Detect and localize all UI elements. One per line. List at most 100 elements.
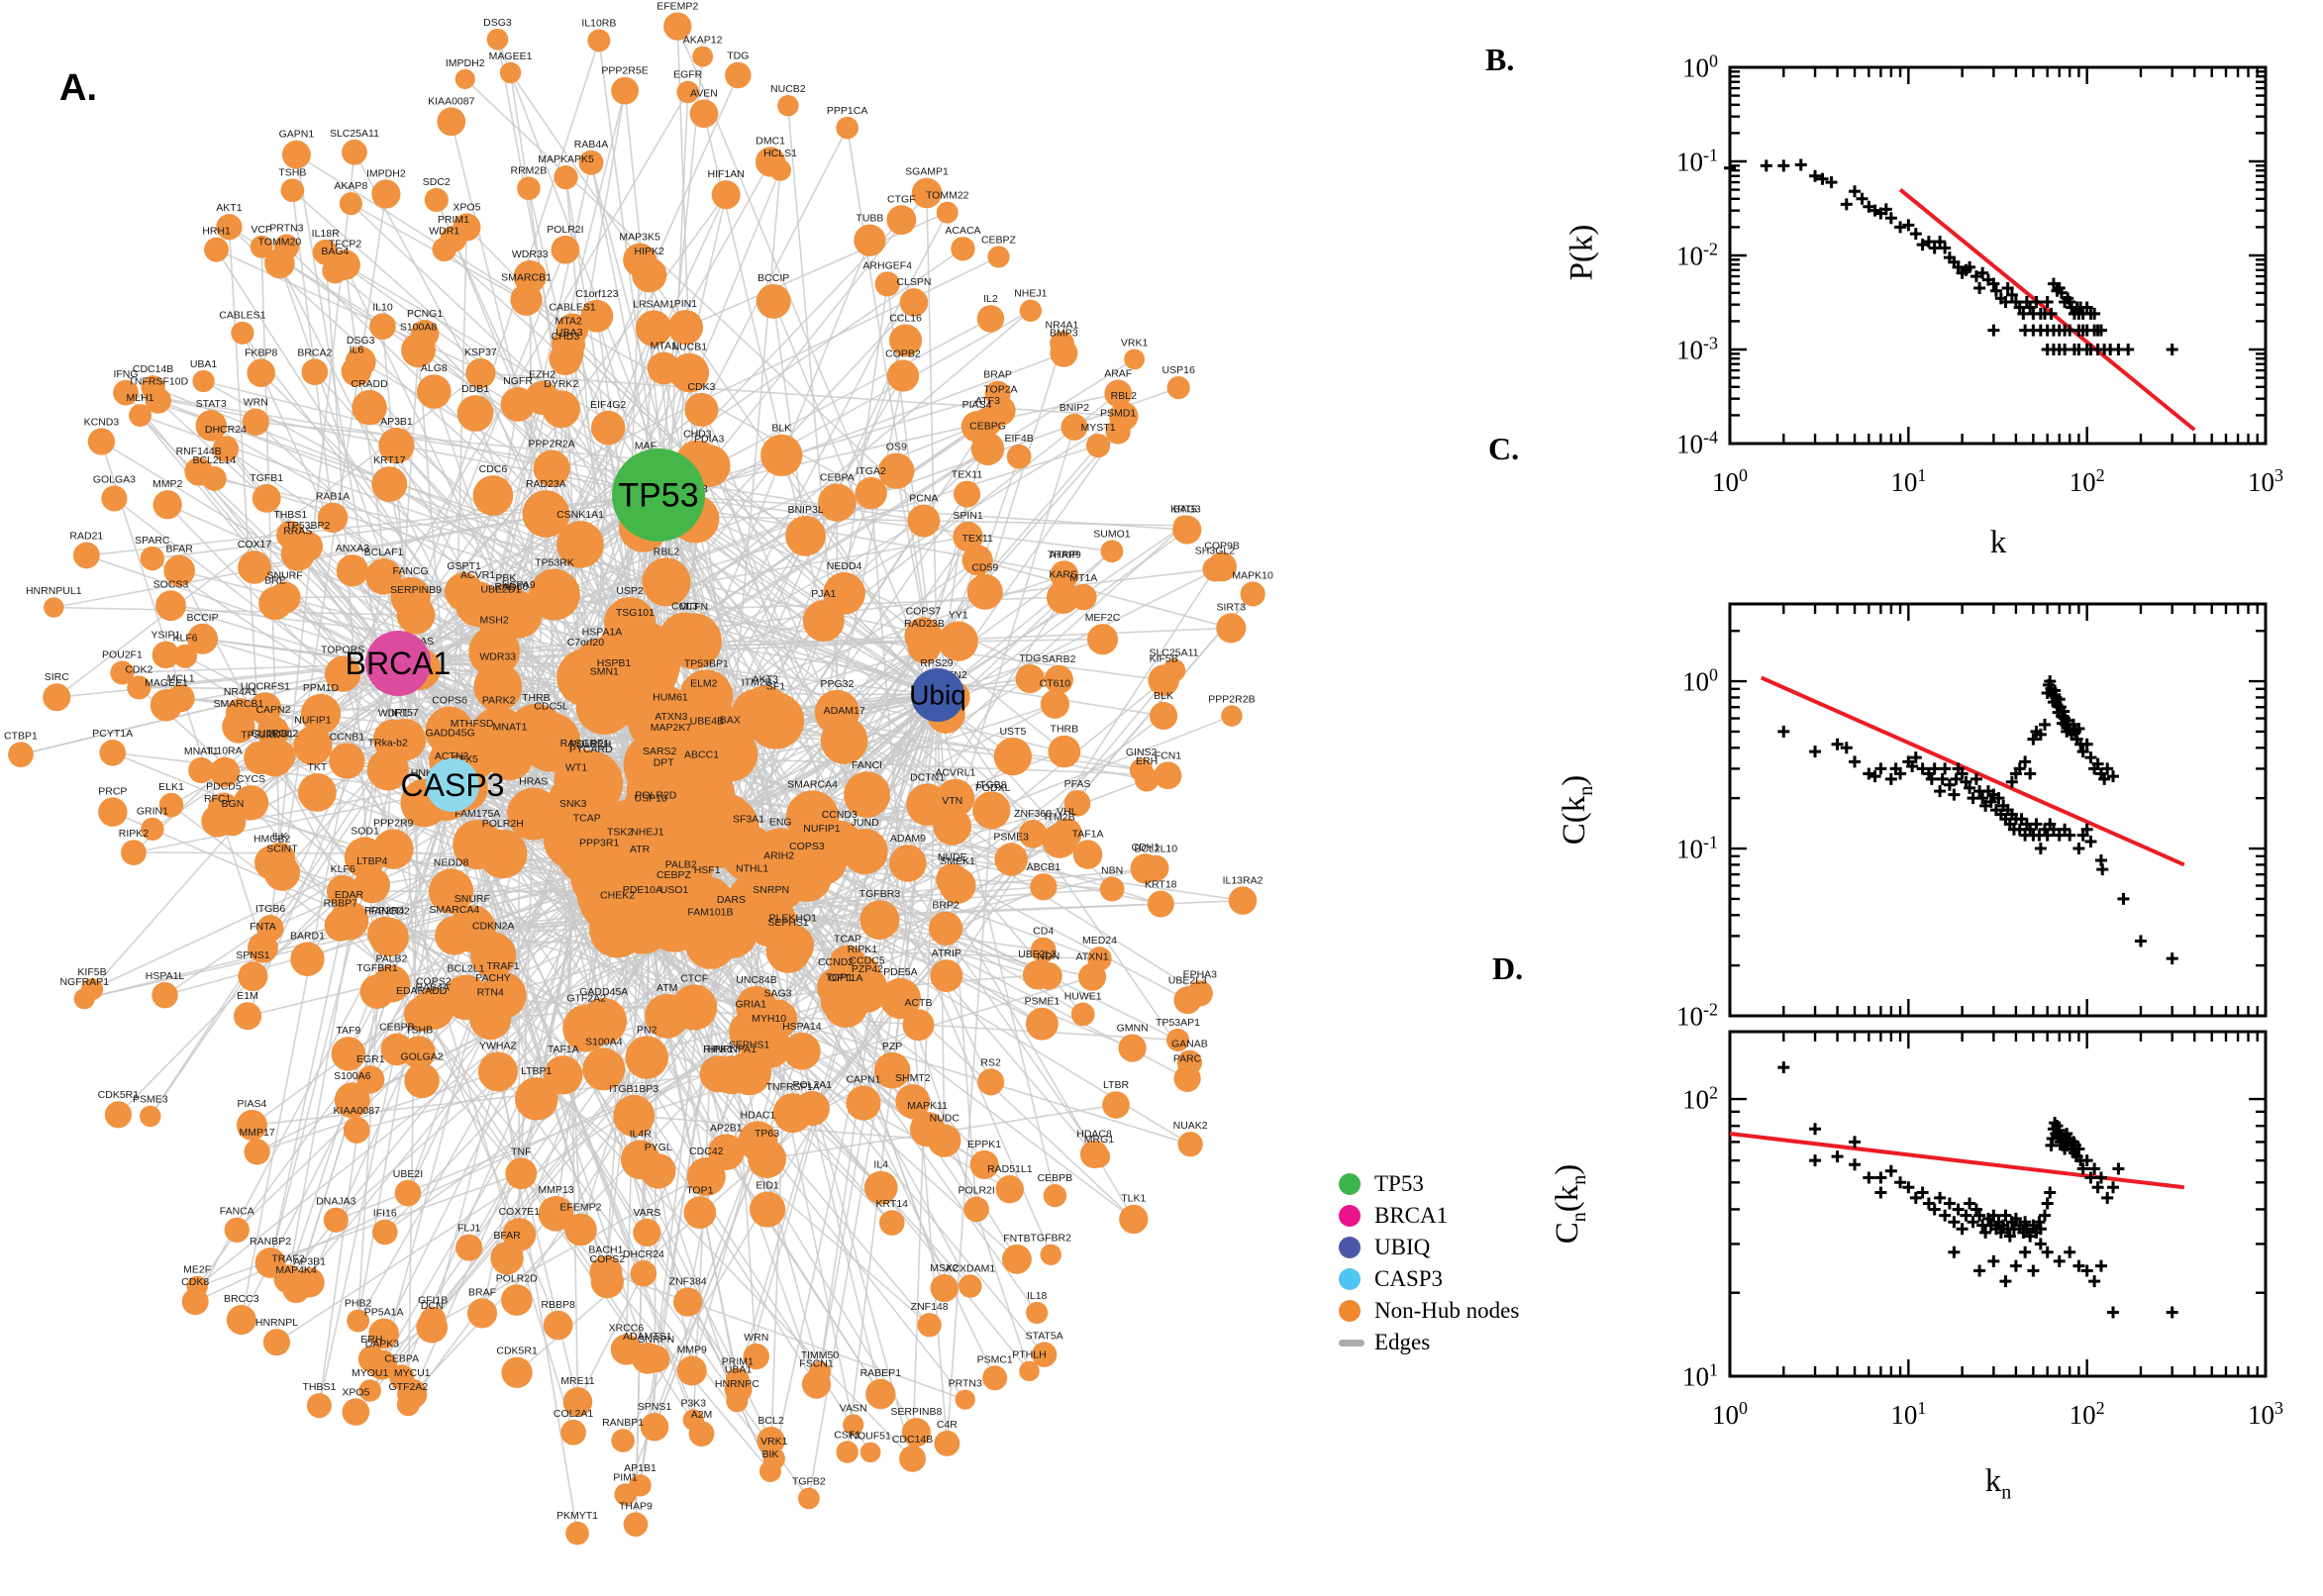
node-label: MAF — [635, 440, 656, 451]
node-label: CCL16 — [889, 312, 922, 324]
node-label: SMARCB1 — [214, 698, 264, 710]
non-hub-node — [904, 617, 943, 655]
non-hub-node — [404, 1062, 440, 1099]
node-label: DHCR24 — [205, 424, 247, 436]
node-label: GRIA1 — [735, 998, 766, 1010]
node-label: MEF2C — [1085, 612, 1121, 624]
node-label: ARAF — [1104, 368, 1132, 380]
node-label: TFCP2 — [329, 238, 361, 249]
node-label: ACVRL1 — [935, 767, 975, 779]
node-label: ATXN3 — [655, 711, 687, 723]
non-hub-node — [44, 597, 64, 618]
non-hub-node — [961, 545, 993, 576]
node-label: TAF1A — [548, 1044, 579, 1055]
node-label: KSP37 — [464, 347, 497, 358]
node-label: RBL2 — [654, 546, 679, 557]
node-label: TRAF2 — [271, 1252, 304, 1264]
non-hub-node — [543, 1310, 573, 1341]
node-label: EID1 — [756, 1179, 779, 1191]
non-hub-node — [689, 99, 719, 129]
node-label: SDC2 — [423, 176, 451, 188]
node-label: TSG101 — [616, 607, 655, 619]
non-hub-node — [938, 621, 978, 661]
node-label: ACTB — [904, 997, 932, 1009]
non-hub-node — [317, 502, 349, 534]
non-hub-node — [846, 1085, 881, 1121]
node-label: UBE2L3 — [1018, 948, 1057, 960]
non-hub-node — [982, 1365, 1008, 1391]
node-label: GOLGA3 — [93, 473, 136, 485]
node-label: E1M — [237, 990, 258, 1002]
non-hub-node — [613, 1094, 656, 1137]
node-label: SERPINB9 — [390, 584, 442, 596]
non-hub-node — [1154, 761, 1182, 790]
panel-b-y-tick-label: 10-2 — [1676, 239, 1718, 271]
plot-border-b — [1728, 65, 2268, 446]
node-label: BCL2 — [758, 1415, 783, 1427]
non-hub-node — [757, 1427, 785, 1455]
non-hub-node — [589, 901, 646, 958]
non-hub-node — [642, 557, 691, 607]
node-label: RASGRF1 — [560, 738, 610, 749]
non-hub-node — [273, 234, 300, 259]
non-hub-node — [614, 1483, 637, 1506]
node-label: C4R — [937, 1419, 958, 1431]
node-label: HDAC8 — [1076, 1129, 1112, 1141]
node-label: IL10RA — [208, 746, 243, 757]
fit-line-d — [1729, 1132, 2185, 1190]
non-hub-node — [368, 1318, 399, 1349]
node-label: GADD45A — [579, 986, 628, 998]
panel-b-x-tick-label: 100 — [1712, 465, 1748, 497]
non-hub-node — [645, 993, 690, 1039]
node-label: KRT18 — [1145, 878, 1177, 890]
non-hub-node — [72, 542, 100, 569]
node-label: MAP2K7 — [651, 722, 692, 734]
non-hub-node — [975, 793, 1010, 829]
non-hub-node — [1070, 1002, 1095, 1027]
non-hub-node — [987, 246, 1010, 268]
node-label: CSNK1A1 — [556, 509, 604, 521]
node-label: TRAF1 — [486, 960, 519, 972]
panel-d-x-tick-label: 100 — [1712, 1398, 1748, 1430]
non-hub-node — [688, 1421, 715, 1447]
node-label: PDE10A — [623, 884, 662, 896]
non-hub-node — [359, 974, 395, 1009]
node-label: PARK2 — [482, 695, 516, 707]
panel-d-x-tick-label: 103 — [2248, 1398, 2283, 1430]
node-label: BNIP2 — [1060, 402, 1090, 414]
node-label: BAG4 — [321, 246, 349, 257]
non-hub-node — [140, 546, 164, 571]
non-hub-node — [855, 476, 887, 510]
non-hub-node — [329, 743, 365, 779]
non-hub-node — [747, 692, 805, 749]
hub-label-brca1: BRCA1 — [346, 646, 452, 681]
node-label: PDIA3 — [694, 433, 725, 445]
node-label: ADAM17 — [824, 705, 865, 717]
node-label: TNFRSF10D — [128, 375, 188, 387]
non-hub-node — [1085, 433, 1111, 458]
node-label: KARS — [1049, 569, 1077, 581]
non-hub-node — [507, 787, 560, 841]
node-label: RRM2B — [511, 164, 548, 176]
node-label: CEBPZ — [656, 869, 692, 881]
legend-dot-swatch — [1339, 1268, 1361, 1290]
node-label: PIAS4 — [238, 1098, 267, 1110]
non-hub-node — [818, 483, 857, 522]
non-hub-node — [455, 1234, 483, 1261]
node-label: THAP9 — [619, 1500, 653, 1512]
node-label: CYCS — [237, 773, 265, 785]
node-label: NR4A1 — [224, 686, 257, 698]
node-label: SEPHS1 — [729, 1039, 770, 1050]
node-label: TDG — [727, 50, 749, 62]
node-label: NUAK2 — [1173, 1120, 1208, 1132]
node-label: ACXDAM1 — [945, 1262, 995, 1274]
node-label: GMNN — [1117, 1022, 1149, 1034]
non-hub-node — [623, 1512, 649, 1538]
node-label: KIF5B — [1150, 652, 1178, 664]
non-hub-node — [684, 392, 719, 427]
non-hub-node — [212, 436, 240, 462]
non-hub-node — [344, 837, 386, 878]
node-label: ITGA2 — [856, 465, 886, 477]
non-hub-node — [1228, 886, 1258, 915]
node-label: HDAC1 — [741, 1109, 776, 1121]
